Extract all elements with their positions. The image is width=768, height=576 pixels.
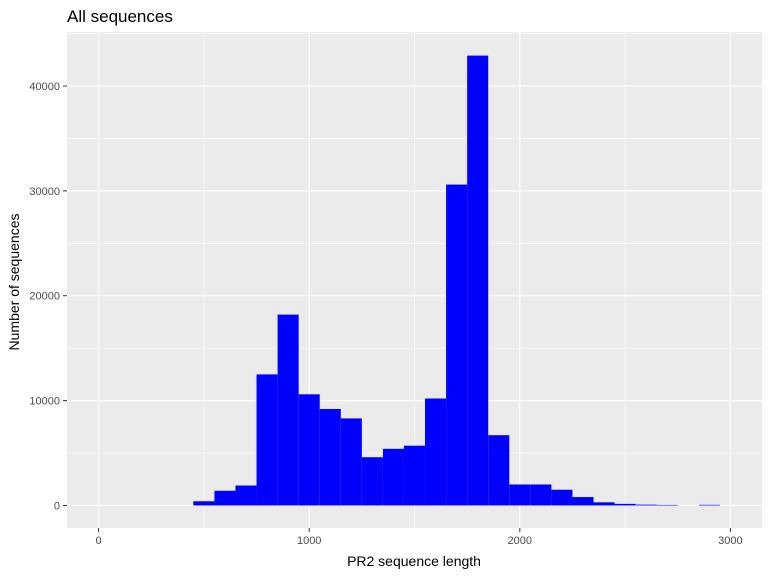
y-tick-label: 30000 bbox=[29, 186, 60, 198]
y-tick-label: 0 bbox=[54, 500, 60, 512]
x-tick-label: 0 bbox=[96, 535, 102, 547]
histogram-bar bbox=[593, 502, 615, 506]
histogram-bar bbox=[403, 445, 426, 506]
histogram-bar bbox=[551, 489, 573, 506]
histogram-bar bbox=[361, 457, 383, 506]
histogram-bar bbox=[509, 484, 531, 506]
chart-title: All sequences bbox=[67, 7, 173, 26]
histogram-bar bbox=[635, 504, 657, 506]
histogram-bar bbox=[298, 394, 320, 506]
histogram-bar bbox=[340, 418, 362, 506]
histogram-bar bbox=[467, 55, 489, 506]
histogram-bar bbox=[382, 448, 404, 506]
y-tick-label: 40000 bbox=[29, 81, 60, 93]
histogram-bar bbox=[614, 503, 636, 506]
x-tick-label: 1000 bbox=[297, 535, 321, 547]
histogram-bar bbox=[698, 504, 720, 506]
major-gridlines bbox=[67, 32, 762, 528]
histogram-bar bbox=[319, 408, 341, 506]
x-tick-label: 2000 bbox=[508, 535, 532, 547]
y-tick-label: 10000 bbox=[29, 396, 60, 408]
minor-gridlines bbox=[67, 32, 762, 528]
x-tick-label: 3000 bbox=[718, 535, 742, 547]
histogram-bar bbox=[214, 490, 236, 506]
histogram-bar bbox=[235, 485, 257, 506]
y-tick-label: 20000 bbox=[29, 291, 60, 303]
histogram-bar bbox=[446, 184, 468, 506]
histogram-bars bbox=[193, 55, 720, 506]
y-axis-ticks: 0 10000 20000 30000 40000 bbox=[29, 81, 67, 512]
y-axis-title: Number of sequences bbox=[6, 214, 22, 351]
histogram-bar bbox=[256, 374, 278, 506]
x-axis-title: PR2 sequence length bbox=[347, 553, 481, 569]
histogram-bar bbox=[193, 501, 215, 506]
histogram-bar bbox=[656, 504, 678, 506]
histogram-bar bbox=[572, 497, 594, 506]
histogram-bar bbox=[530, 484, 552, 506]
x-axis-ticks: 0 1000 2000 3000 bbox=[96, 528, 743, 547]
histogram-bar bbox=[488, 435, 510, 506]
histogram-bar bbox=[425, 398, 447, 506]
histogram-bar bbox=[277, 314, 299, 506]
